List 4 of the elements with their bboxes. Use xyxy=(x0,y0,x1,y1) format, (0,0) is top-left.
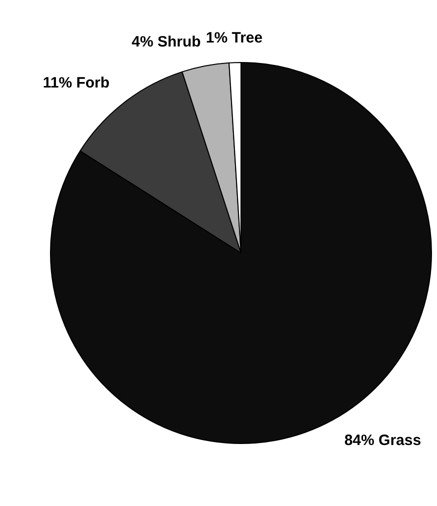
slice-label: 11% Forb xyxy=(42,74,110,92)
slice-label: 1% Tree xyxy=(206,30,263,47)
slice-label: 4% Shrub xyxy=(132,33,201,50)
slice-label: 84% Grass xyxy=(344,432,422,450)
